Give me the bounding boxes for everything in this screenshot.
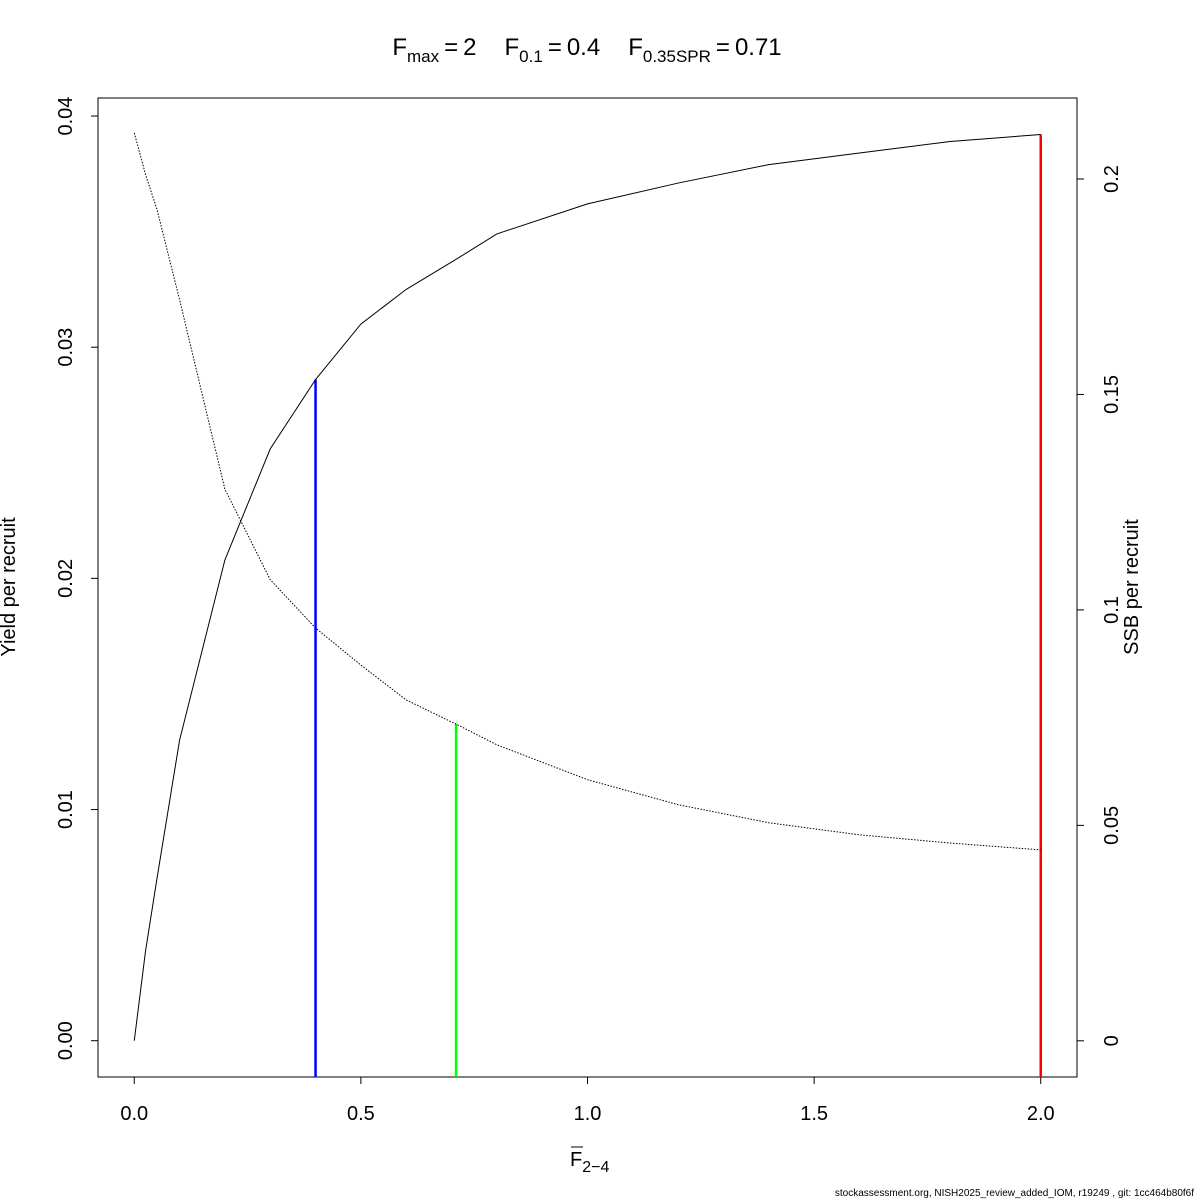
title-operator: = xyxy=(548,34,562,61)
title-value: 0.71 xyxy=(735,34,782,61)
title-subscript: 0.35SPR xyxy=(643,47,711,66)
title-value: 2 xyxy=(463,34,476,61)
y-tick-label: 0.01 xyxy=(55,790,77,829)
y2-tick-label: 0 xyxy=(1101,1035,1123,1046)
title-value: 0.4 xyxy=(567,34,600,61)
y2-tick-label: 0.05 xyxy=(1101,806,1123,845)
x-tick-label: 1.0 xyxy=(574,1103,602,1125)
series-line xyxy=(133,134,1041,1041)
series-line xyxy=(133,132,1041,851)
title-symbol: F xyxy=(392,34,407,61)
x-tick-label: 1.5 xyxy=(800,1103,828,1125)
x-tick-label: 0.5 xyxy=(347,1103,375,1125)
x-tick-label: 2.0 xyxy=(1027,1103,1055,1125)
x-label-subscript: 2−4 xyxy=(582,1159,609,1176)
title-subscript: 0.1 xyxy=(519,47,543,66)
y-tick-label: 0.03 xyxy=(55,328,77,367)
y2-axis-label: SSB per recruit xyxy=(1121,519,1143,655)
y-tick-label: 0.00 xyxy=(55,1021,77,1060)
title-subscript: max xyxy=(407,47,440,66)
title-operator: = xyxy=(716,34,730,61)
plot-frame xyxy=(97,97,1078,1078)
y2-tick-label: 0.1 xyxy=(1101,596,1123,624)
chart-title: Fmax = 2 F0.1 = 0.4 F0.35SPR = 0.71 xyxy=(392,34,781,66)
y-tick-label: 0.02 xyxy=(55,559,77,598)
y-axis-label: Yield per recruit xyxy=(0,517,20,657)
y2-tick-label: 0.2 xyxy=(1101,165,1123,193)
title-symbol: F xyxy=(505,34,520,61)
title-symbol: F xyxy=(628,34,643,61)
x-tick-label: 0.0 xyxy=(120,1103,148,1125)
x-axis-label: F2−4 xyxy=(570,1149,609,1176)
y2-tick-label: 0.15 xyxy=(1101,375,1123,414)
x-label-symbol: F xyxy=(570,1149,582,1171)
title-operator: = xyxy=(444,34,458,61)
footer: stockassessment.org, NISH2025_review_add… xyxy=(835,1188,1194,1199)
y-tick-label: 0.04 xyxy=(55,97,77,136)
